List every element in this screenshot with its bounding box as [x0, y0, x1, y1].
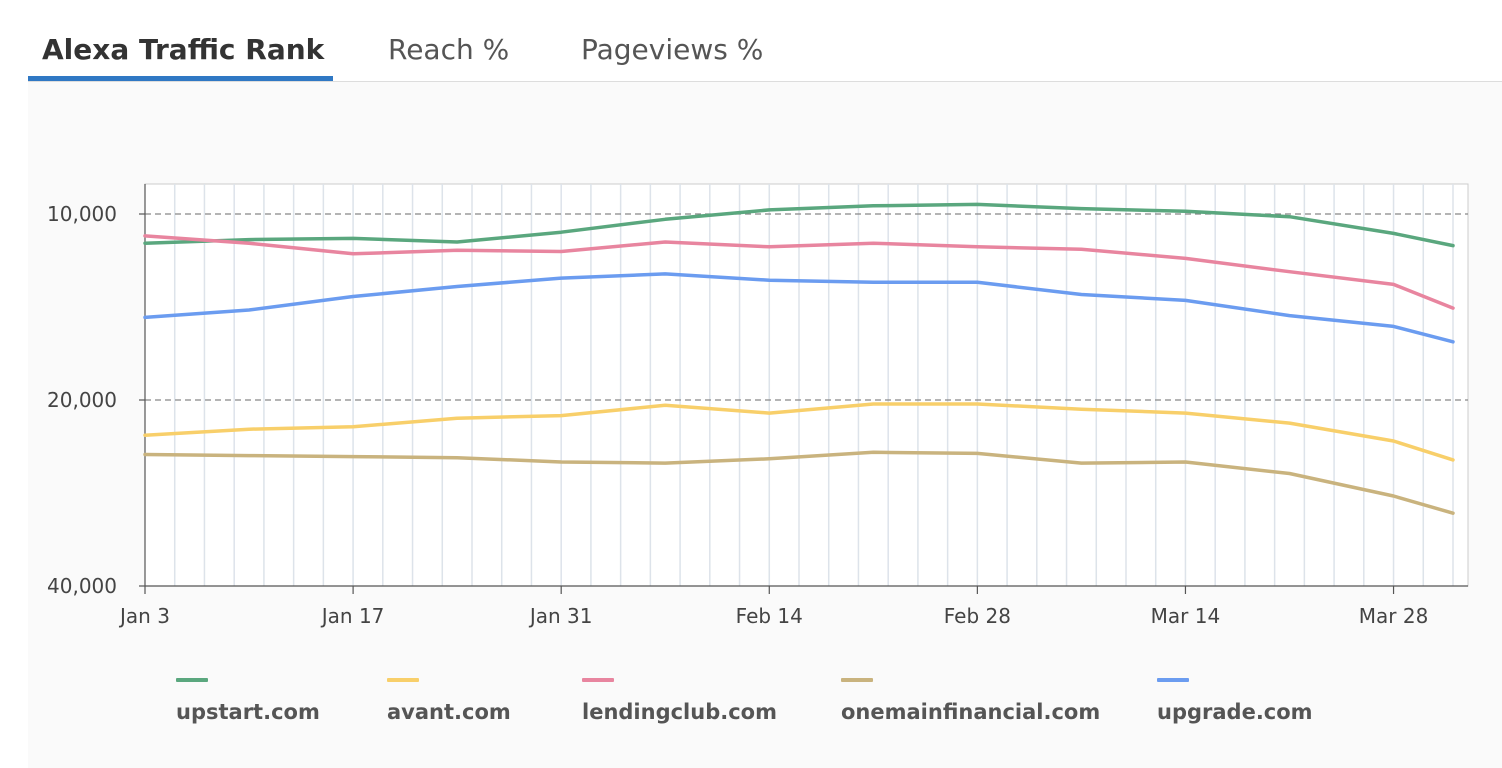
legend-label: onemainfinancial.com [841, 700, 1101, 724]
tab-pageviews[interactable]: Pageviews % [581, 33, 764, 66]
active-tab-indicator [28, 76, 333, 81]
x-tick-label: Jan 17 [320, 604, 385, 628]
series-line-upstart-com [143, 202, 1455, 248]
series-line-onemainfinancial-com [143, 450, 1455, 515]
y-tick-label: 10,000 [47, 202, 117, 226]
legend-swatch [176, 678, 208, 682]
legend-label: upgrade.com [1157, 700, 1313, 724]
legend-swatch [1157, 678, 1189, 682]
x-tick-label: Feb 28 [944, 604, 1011, 628]
x-tick-label: Mar 28 [1359, 604, 1429, 628]
legend-swatch [841, 678, 873, 682]
series-line-lendingclub-com [143, 234, 1455, 310]
legend-label: lendingclub.com [582, 700, 777, 724]
y-tick-label: 40,000 [47, 574, 117, 598]
legend-label: upstart.com [176, 700, 320, 724]
legend-swatch [582, 678, 614, 682]
x-tick-label: Feb 14 [736, 604, 803, 628]
legend-swatch [387, 678, 419, 682]
series-line-upgrade-com [143, 272, 1455, 344]
x-tick-label: Jan 3 [118, 604, 170, 628]
plot-area [144, 183, 1469, 587]
tab-alexa-traffic-rank[interactable]: Alexa Traffic Rank [42, 33, 325, 66]
x-tick-label: Jan 31 [528, 604, 593, 628]
tab-bar: Alexa Traffic Rank Reach % Pageviews % [28, 0, 1502, 82]
series-line-avant-com [143, 402, 1455, 462]
x-tick-label: Mar 14 [1151, 604, 1221, 628]
legend-label: avant.com [387, 700, 511, 724]
y-tick-label: 20,000 [47, 388, 117, 412]
tab-reach[interactable]: Reach % [388, 33, 510, 66]
